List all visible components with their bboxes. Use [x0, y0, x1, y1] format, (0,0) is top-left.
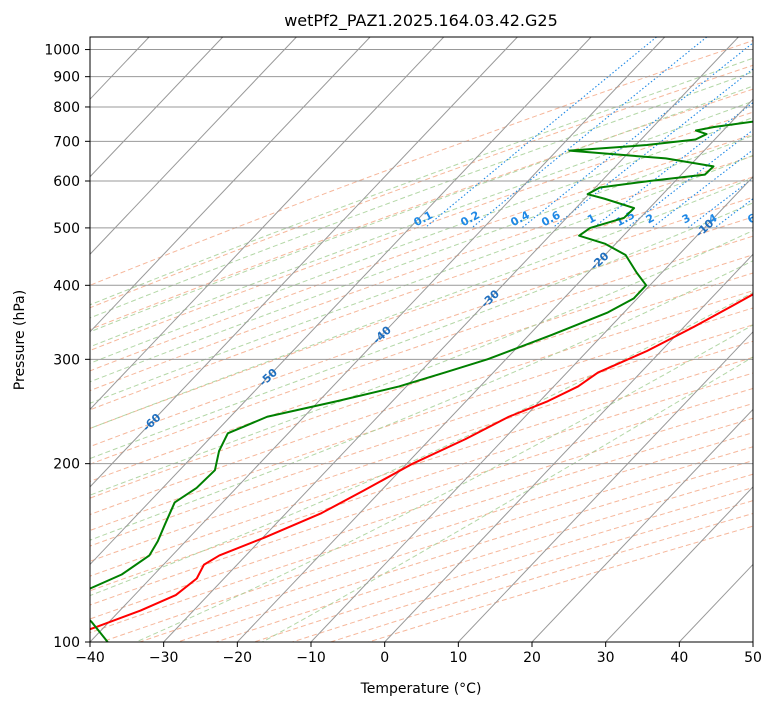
dry-adiabat	[90, 340, 753, 562]
isotherm-line	[90, 37, 297, 256]
x-tick-label: −20	[223, 650, 253, 666]
moist-adiabat	[262, 356, 753, 642]
moist-adiabat	[90, 57, 753, 306]
dry-adiabat	[90, 235, 753, 465]
y-axis-label: Pressure (hPa)	[12, 290, 28, 390]
isotherm-line	[90, 37, 666, 642]
mixing-ratio-label: 6	[745, 211, 758, 226]
chart-title: wetPf2_PAZ1.2025.164.03.42.G25	[284, 11, 558, 31]
y-tick-label: 500	[53, 221, 80, 237]
dry-adiabat	[90, 64, 753, 309]
mixing-ratio-line	[424, 37, 657, 229]
moist-adiabat	[90, 134, 753, 383]
sounding-series	[90, 120, 753, 642]
mixing-ratio-line	[626, 129, 753, 229]
isotherm-line	[236, 98, 753, 642]
plot-area: -100-90-80-70-60-50-40-30-20-10010203040…	[90, 37, 758, 642]
dry-adiabat	[90, 272, 753, 499]
isotherm-line	[90, 37, 445, 411]
x-tick-label: −40	[75, 650, 105, 666]
y-tick-label: 600	[53, 174, 80, 190]
x-axis-label: Temperature (°C)	[360, 681, 482, 697]
moist-adiabat	[90, 177, 753, 429]
x-tick-label: −30	[149, 650, 179, 666]
plot-frame	[89, 36, 754, 643]
dry-adiabat	[90, 133, 753, 372]
y-tick-label: 400	[53, 278, 80, 294]
y-axis: 100 200 300 400 500 600 700 800 900 1000	[44, 43, 90, 651]
dry-adiabat	[90, 40, 753, 286]
x-tick-label: 10	[449, 650, 467, 666]
temperature-profile-line	[90, 293, 753, 631]
moist-adiabat	[90, 100, 753, 348]
dewpoint-profile-line	[90, 120, 753, 642]
dry-adiabat	[90, 176, 753, 411]
isotherm-line	[90, 37, 371, 333]
mixing-ratio-line	[552, 68, 753, 229]
x-tick-label: 50	[744, 650, 762, 666]
isotherm-line	[90, 37, 224, 178]
isotherm-line	[457, 331, 753, 642]
dry-adiabat	[90, 372, 753, 592]
isotherm-line	[384, 253, 753, 642]
moist-adiabat	[90, 71, 753, 319]
x-tick-label: 20	[523, 650, 541, 666]
y-tick-label: 700	[53, 134, 80, 150]
dry-adiabat	[90, 307, 753, 532]
moist-adiabat	[90, 260, 753, 541]
y-tick-label: 100	[53, 635, 80, 651]
dry-adiabat	[90, 290, 753, 516]
moist-adiabat	[90, 202, 753, 460]
moist-adiabat	[90, 154, 753, 404]
mixing-ratio-line	[521, 42, 753, 229]
x-tick-label: 30	[597, 650, 615, 666]
isotherm-line	[163, 37, 739, 642]
y-tick-label: 900	[53, 70, 80, 86]
isotherms	[90, 37, 753, 642]
mixing-ratio-line	[687, 177, 753, 229]
y-tick-label: 1000	[44, 43, 80, 59]
x-axis: −40 −30 −20 −10 0 10 20 30 40 50	[75, 642, 762, 666]
dry-adiabat	[90, 387, 753, 606]
dry-adiabat	[90, 216, 753, 448]
x-tick-label: 40	[670, 650, 688, 666]
isotherm-line	[605, 486, 753, 642]
isotherm-line	[310, 176, 753, 642]
x-tick-label: 0	[380, 650, 389, 666]
y-tick-label: 300	[53, 352, 80, 368]
y-tick-label: 800	[53, 100, 80, 116]
isotherm-line	[531, 408, 753, 642]
isotherm-line	[90, 37, 592, 566]
dry-adiabat	[90, 88, 753, 331]
x-tick-label: −10	[296, 650, 326, 666]
isotherm-line	[90, 37, 518, 488]
dry-adiabat	[90, 324, 753, 547]
y-tick-label: 200	[53, 457, 80, 473]
moist-adiabat	[90, 291, 753, 597]
